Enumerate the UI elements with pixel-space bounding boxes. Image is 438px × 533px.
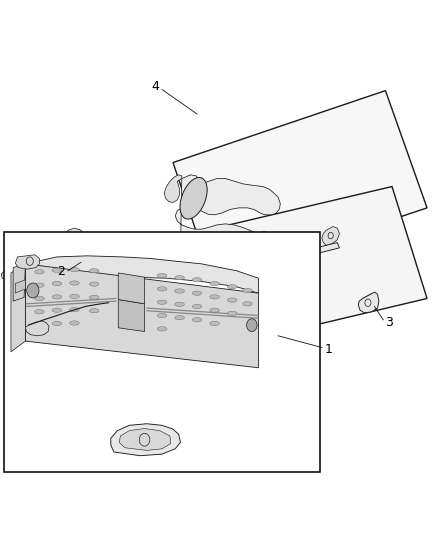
Polygon shape <box>24 236 80 273</box>
Polygon shape <box>25 264 258 368</box>
Polygon shape <box>358 292 379 313</box>
Ellipse shape <box>52 268 62 272</box>
Circle shape <box>27 283 39 298</box>
Ellipse shape <box>250 232 271 264</box>
Polygon shape <box>13 264 25 301</box>
Ellipse shape <box>89 309 99 313</box>
Ellipse shape <box>157 313 167 318</box>
Ellipse shape <box>89 282 99 286</box>
Ellipse shape <box>70 281 79 285</box>
Polygon shape <box>39 272 80 308</box>
Ellipse shape <box>35 323 44 327</box>
Ellipse shape <box>227 311 237 316</box>
Text: 4: 4 <box>152 80 159 93</box>
Polygon shape <box>11 264 25 352</box>
Ellipse shape <box>175 276 184 280</box>
Polygon shape <box>151 256 168 269</box>
Ellipse shape <box>89 269 99 273</box>
Polygon shape <box>158 243 339 293</box>
Ellipse shape <box>70 308 79 312</box>
Ellipse shape <box>210 281 219 286</box>
Ellipse shape <box>157 273 167 278</box>
Polygon shape <box>131 187 427 360</box>
Ellipse shape <box>192 278 202 282</box>
Polygon shape <box>15 255 39 269</box>
Ellipse shape <box>70 294 79 298</box>
Polygon shape <box>118 273 145 304</box>
Ellipse shape <box>227 285 237 289</box>
Polygon shape <box>64 228 85 246</box>
Ellipse shape <box>157 287 167 291</box>
Polygon shape <box>111 424 180 456</box>
Circle shape <box>247 319 257 332</box>
Polygon shape <box>1 268 13 279</box>
Ellipse shape <box>175 316 184 320</box>
Polygon shape <box>164 175 182 203</box>
Polygon shape <box>322 227 339 245</box>
Ellipse shape <box>35 310 44 314</box>
Ellipse shape <box>35 270 44 274</box>
Ellipse shape <box>180 177 207 219</box>
Text: 2: 2 <box>57 265 65 278</box>
Ellipse shape <box>157 327 167 331</box>
Ellipse shape <box>70 268 79 272</box>
Polygon shape <box>25 256 258 293</box>
Polygon shape <box>5 259 30 278</box>
Text: 3: 3 <box>385 316 393 329</box>
Ellipse shape <box>52 295 62 299</box>
Ellipse shape <box>89 295 99 300</box>
Ellipse shape <box>52 321 62 326</box>
Ellipse shape <box>243 302 252 306</box>
Polygon shape <box>4 232 320 472</box>
Ellipse shape <box>227 298 237 302</box>
Ellipse shape <box>192 318 202 322</box>
Ellipse shape <box>157 300 167 304</box>
Ellipse shape <box>35 283 44 287</box>
Ellipse shape <box>175 289 184 293</box>
Polygon shape <box>15 280 25 293</box>
Ellipse shape <box>35 296 44 301</box>
Text: 1: 1 <box>325 343 332 356</box>
Polygon shape <box>119 429 171 450</box>
Ellipse shape <box>175 302 184 306</box>
Ellipse shape <box>70 321 79 325</box>
Ellipse shape <box>210 321 219 326</box>
Ellipse shape <box>210 295 219 299</box>
Polygon shape <box>118 300 145 332</box>
Ellipse shape <box>210 308 219 312</box>
Ellipse shape <box>192 304 202 309</box>
Ellipse shape <box>52 281 62 286</box>
Polygon shape <box>173 91 427 280</box>
Ellipse shape <box>243 288 252 293</box>
Polygon shape <box>25 321 49 336</box>
Polygon shape <box>174 175 280 313</box>
Ellipse shape <box>52 308 62 312</box>
Ellipse shape <box>192 291 202 295</box>
